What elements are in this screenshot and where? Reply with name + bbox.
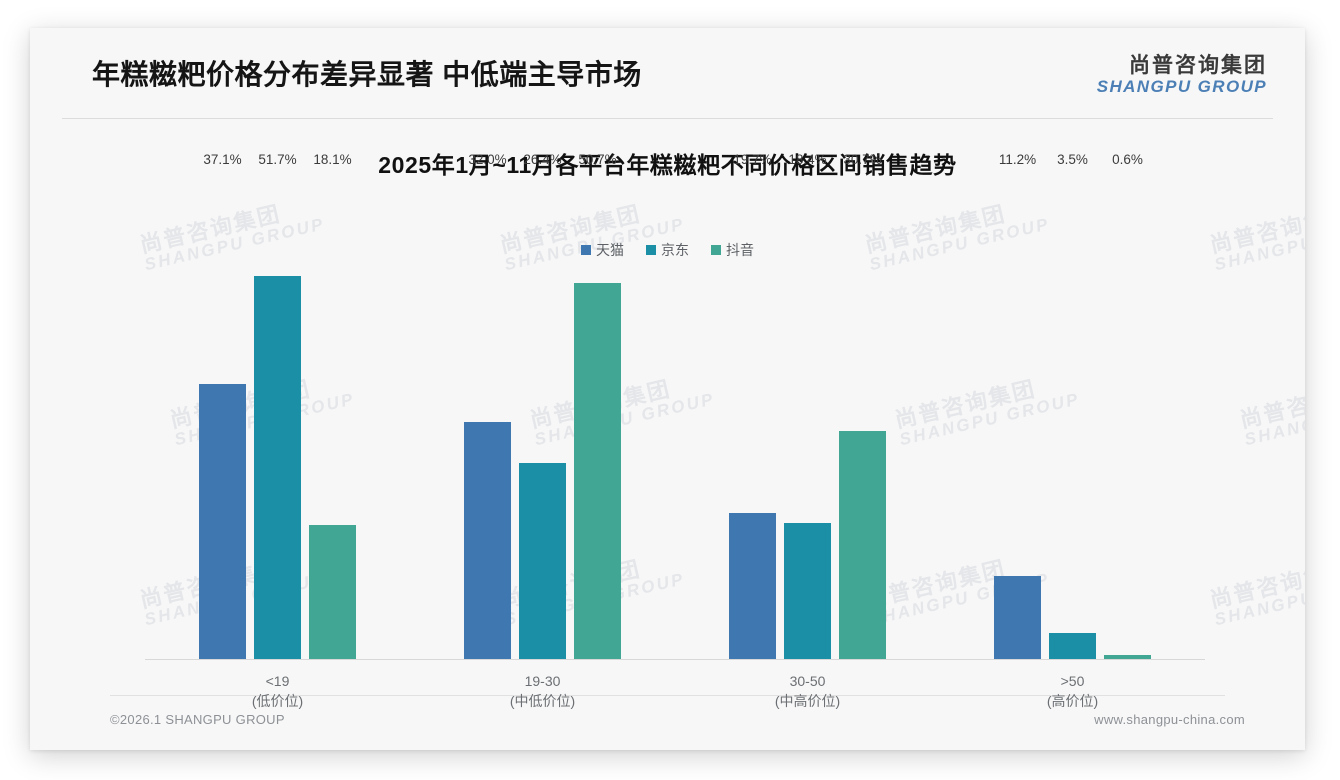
bar-value-label: 0.6% [1112, 152, 1143, 167]
legend-item-抖音[interactable]: 抖音 [711, 240, 754, 260]
bar-value-label: 18.1% [313, 152, 352, 167]
bar-抖音-<19[interactable]: 18.1% [309, 152, 356, 659]
bar-rect[interactable]: 19.7% [729, 152, 776, 659]
footer-website[interactable]: www.shangpu-china.com [1094, 712, 1245, 727]
bar-rect[interactable]: 51.7% [254, 152, 301, 659]
bar-value-label: 37.1% [203, 152, 242, 167]
bar-rect[interactable]: 50.7% [574, 152, 621, 659]
chart-panel: 2025年1月~11月各平台年糕糍粑不同价格区间销售趋势 尚普咨询集团 SHANG… [30, 119, 1305, 714]
x-axis-label: 19-30 (中低价位) [410, 671, 675, 712]
header-divider [62, 118, 1273, 119]
chart-plot-area: 37.1% 51.7% 18.1% <19 (低价位) 32.0% 26.4% 50.7% 19… [30, 119, 1305, 714]
legend-label: 天猫 [596, 242, 624, 258]
brand-logo-en: SHANGPU GROUP [1096, 76, 1267, 96]
x-axis-label-main: <19 [265, 673, 290, 689]
legend-label: 抖音 [726, 242, 754, 258]
footer-divider [110, 695, 1225, 696]
bar-rect[interactable]: 18.1% [309, 152, 356, 659]
bar-value-label: 30.7% [843, 152, 882, 167]
bar-京东->50[interactable]: 3.5% [1049, 152, 1096, 659]
legend-label: 京东 [661, 242, 689, 258]
legend-item-京东[interactable]: 京东 [646, 240, 689, 260]
footer-copyright: ©2026.1 SHANGPU GROUP [110, 712, 285, 727]
legend-swatch-icon [646, 245, 656, 255]
brand-logo: 尚普咨询集团 SHANGPU GROUP [1096, 54, 1267, 96]
bar-rect[interactable]: 11.2% [994, 152, 1041, 659]
bar-抖音->50[interactable]: 0.6% [1104, 152, 1151, 659]
x-axis-label: <19 (低价位) [145, 671, 410, 712]
x-axis-label-main: 19-30 [524, 673, 561, 689]
slide-card: 年糕糍粑价格分布差异显著 中低端主导市场 尚普咨询集团 SHANGPU GROU… [30, 28, 1305, 750]
bar-抖音-19-30[interactable]: 50.7% [574, 152, 621, 659]
bar-rect[interactable]: 3.5% [1049, 152, 1096, 659]
bar-group-bars: 37.1% 51.7% 18.1% [145, 152, 410, 659]
chart-baseline [145, 659, 1205, 660]
bar-value-label: 3.5% [1057, 152, 1088, 167]
bar-value-label: 32.0% [468, 152, 507, 167]
bar-京东-19-30[interactable]: 26.4% [519, 152, 566, 659]
bar-group: 32.0% 26.4% 50.7% 19-30 (中低价位) [410, 152, 675, 709]
x-axis-label-sub: (高价位) [1046, 693, 1099, 710]
bar-天猫-<19[interactable]: 37.1% [199, 152, 246, 659]
bar-group-bars: 19.7% 18.4% 30.7% [675, 152, 940, 659]
bar-抖音-30-50[interactable]: 30.7% [839, 152, 886, 659]
x-axis-label-sub: (中高价位) [774, 693, 841, 710]
bar-rect[interactable]: 18.4% [784, 152, 831, 659]
bar-rect[interactable]: 26.4% [519, 152, 566, 659]
bar-rect[interactable]: 30.7% [839, 152, 886, 659]
x-axis-label-sub: (低价位) [251, 693, 304, 710]
brand-logo-cn: 尚普咨询集团 [1129, 54, 1267, 77]
bar-group: 37.1% 51.7% 18.1% <19 (低价位) [145, 152, 410, 709]
bar-group: 11.2% 3.5% 0.6% >50 (高价位) [940, 152, 1205, 709]
bar-京东-30-50[interactable]: 18.4% [784, 152, 831, 659]
bar-天猫-30-50[interactable]: 19.7% [729, 152, 776, 659]
bar-天猫->50[interactable]: 11.2% [994, 152, 1041, 659]
slide-footer: ©2026.1 SHANGPU GROUP www.shangpu-china.… [30, 695, 1305, 750]
x-axis-label-sub: (中低价位) [509, 693, 576, 710]
page-title: 年糕糍粑价格分布差异显著 中低端主导市场 [92, 59, 642, 90]
bar-value-label: 50.7% [578, 152, 617, 167]
x-axis-label: 30-50 (中高价位) [675, 671, 940, 712]
chart-title: 2025年1月~11月各平台年糕糍粑不同价格区间销售趋势 [378, 152, 957, 178]
bar-rect[interactable]: 37.1% [199, 152, 246, 659]
legend-swatch-icon [581, 245, 591, 255]
bar-group-bars: 32.0% 26.4% 50.7% [410, 152, 675, 659]
bar-value-label: 51.7% [258, 152, 297, 167]
bar-value-label: 26.4% [523, 152, 562, 167]
x-axis-label-main: 30-50 [789, 673, 826, 689]
bar-京东-<19[interactable]: 51.7% [254, 152, 301, 659]
bar-rect[interactable]: 32.0% [464, 152, 511, 659]
x-axis-label: >50 (高价位) [940, 671, 1205, 712]
slide-header: 年糕糍粑价格分布差异显著 中低端主导市场 尚普咨询集团 SHANGPU GROU… [30, 28, 1305, 119]
legend-item-天猫[interactable]: 天猫 [581, 240, 624, 260]
bar-group-bars: 11.2% 3.5% 0.6% [940, 152, 1205, 659]
x-axis-label-main: >50 [1060, 673, 1085, 689]
bar-value-label: 19.7% [733, 152, 772, 167]
bar-天猫-19-30[interactable]: 32.0% [464, 152, 511, 659]
bar-group: 19.7% 18.4% 30.7% 30-50 (中高价位) [675, 152, 940, 709]
bar-value-label: 18.4% [788, 152, 827, 167]
chart-legend: 天猫 京东 抖音 [30, 240, 1305, 260]
bar-value-label: 11.2% [998, 152, 1037, 167]
legend-swatch-icon [711, 245, 721, 255]
bar-rect[interactable]: 0.6% [1104, 152, 1151, 659]
